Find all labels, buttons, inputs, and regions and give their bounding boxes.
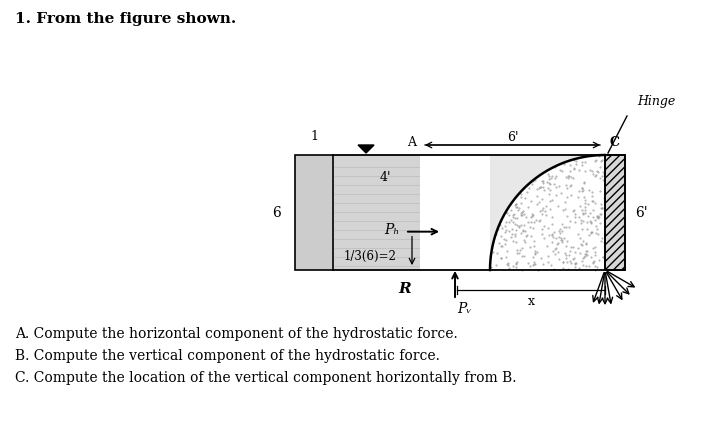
Polygon shape [358,145,374,153]
Text: C: C [610,136,620,149]
Text: B. Compute the vertical component of the hydrostatic force.: B. Compute the vertical component of the… [15,349,440,363]
Text: Hinge: Hinge [637,95,675,108]
Bar [605,155,625,270]
Text: 1: 1 [310,130,318,143]
Text: A: A [407,136,416,149]
Text: 6: 6 [272,205,281,220]
Bar [333,155,420,270]
Text: Pₕ: Pₕ [384,223,400,237]
Text: C. Compute the location of the vertical component horizontally from B.: C. Compute the location of the vertical … [15,371,516,385]
Text: x: x [528,295,535,308]
Polygon shape [490,155,605,270]
Text: 4': 4' [379,171,391,183]
Text: 6': 6' [507,131,518,144]
Bar [295,155,333,270]
Text: R: R [399,282,411,296]
Text: Pᵥ: Pᵥ [457,302,472,316]
Text: B: B [609,255,619,268]
Bar [605,155,625,270]
Text: 6': 6' [635,205,648,220]
Text: A. Compute the horizontal component of the hydrostatic force.: A. Compute the horizontal component of t… [15,327,458,341]
Text: 1/3(6)=2: 1/3(6)=2 [344,249,397,263]
Text: 1. From the figure shown.: 1. From the figure shown. [15,12,236,26]
